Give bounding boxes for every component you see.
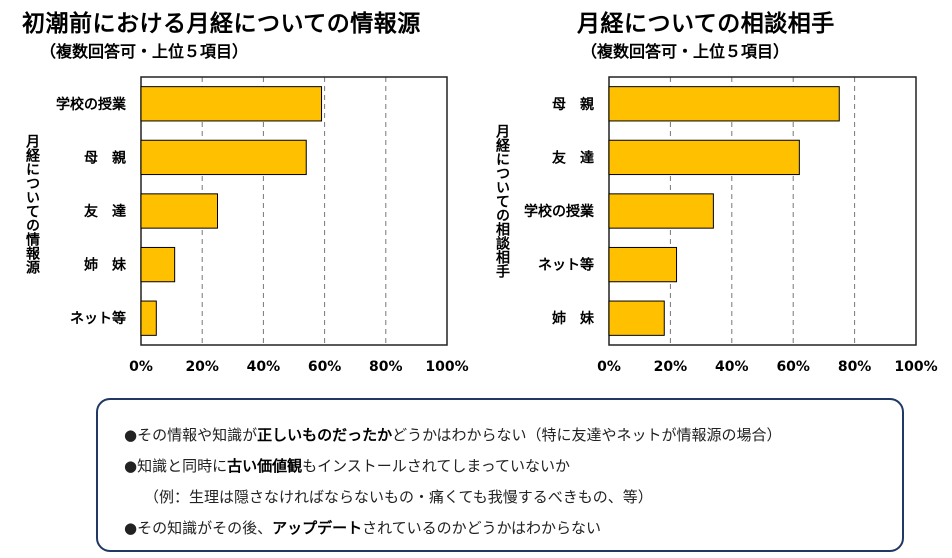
y-axis-label: 月経についての相談相手: [494, 124, 510, 278]
category-label: 友 達: [84, 203, 126, 220]
chart-subtitle: （複数回答可・上位５項目）: [40, 42, 249, 61]
note-line: ●知識と同時に古い価値観もインストールされてしまっていないか: [124, 455, 570, 476]
note-line: （例：生理は隠さなければならないもの・痛くても我慢するべきもの、等）: [144, 486, 653, 507]
x-tick-label: 40%: [715, 359, 749, 375]
bar: [140, 139, 307, 176]
bar: [608, 86, 840, 122]
bar: [608, 193, 714, 229]
category-label: 友 達: [552, 149, 594, 166]
note-text: ●知識と同時に: [124, 457, 228, 475]
x-tick-label: 0%: [129, 359, 153, 375]
note-text: もインストールされてしまっていないか: [302, 457, 571, 475]
category-label: 母 親: [84, 149, 126, 166]
x-tick-label: 20%: [654, 359, 688, 375]
note-line: ●その知識がその後、アップデートされているのかどうかはわからない: [124, 517, 601, 538]
bar: [140, 300, 157, 336]
chart-subtitle: （複数回答可・上位５項目）: [581, 42, 790, 61]
note-text: ●その知識がその後、: [124, 519, 273, 537]
x-tick-label: 20%: [185, 359, 219, 375]
x-tick-label: 100%: [894, 359, 937, 375]
x-tick-label: 80%: [369, 359, 403, 375]
note-emphasis: 古い価値観: [227, 457, 303, 475]
x-tick-label: 60%: [776, 359, 810, 375]
x-tick-label: 60%: [308, 359, 342, 375]
x-tick-label: 100%: [425, 359, 468, 375]
category-label: ネット等: [70, 310, 126, 327]
x-tick-label: 80%: [838, 359, 872, 375]
bar: [608, 139, 800, 176]
bar: [140, 193, 218, 229]
note-line: ●その情報や知識が正しいものだったかどうかはわからない（特に友達やネットが情報源…: [124, 424, 782, 445]
category-label: 学校の授業: [56, 96, 127, 113]
note-text: （例：生理は隠さなければならないもの・痛くても我慢するべきもの、等）: [144, 488, 653, 506]
category-label: 学校の授業: [524, 203, 595, 220]
category-label: 母 親: [552, 96, 594, 113]
x-tick-label: 0%: [597, 359, 621, 375]
category-label: 姉 妹: [552, 310, 595, 327]
note-text: どうかはわからない（特に友達やネットが情報源の場合）: [392, 426, 782, 444]
chart-consultation-partner: 月経についての相談相手 （複数回答可・上位５項目） 月経についての相談相手 0%…: [476, 0, 952, 390]
category-label: ネット等: [538, 257, 594, 274]
bar: [608, 300, 665, 336]
y-axis-label: 月経についての情報源: [24, 134, 40, 274]
chart-title: 月経についての相談相手: [577, 11, 835, 37]
note-text: されているのかどうかはわからない: [362, 519, 602, 537]
note-text: ●その情報や知識が: [124, 426, 258, 444]
bar: [608, 246, 678, 283]
chart-title: 初潮前における月経についての情報源: [22, 11, 421, 37]
bar: [140, 246, 176, 283]
chart-information-source: 初潮前における月経についての情報源 （複数回答可・上位５項目） 月経についての情…: [0, 0, 476, 390]
notes-box: ●その情報や知識が正しいものだったかどうかはわからない（特に友達やネットが情報源…: [96, 398, 904, 552]
x-tick-label: 40%: [247, 359, 281, 375]
category-label: 姉 妹: [84, 257, 127, 274]
note-emphasis: アップデート: [272, 519, 363, 537]
bar: [140, 86, 323, 122]
note-emphasis: 正しいものだったか: [257, 426, 393, 444]
